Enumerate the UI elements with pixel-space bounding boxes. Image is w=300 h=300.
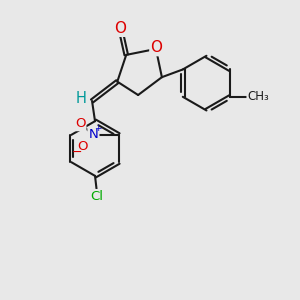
Text: N: N (88, 128, 98, 141)
Text: O: O (114, 21, 126, 36)
Text: −: − (71, 146, 82, 159)
Text: Cl: Cl (90, 190, 103, 203)
Text: H: H (75, 91, 86, 106)
Text: O: O (75, 117, 85, 130)
Text: O: O (151, 40, 163, 55)
Text: +: + (94, 124, 101, 134)
Text: CH₃: CH₃ (248, 90, 269, 103)
Text: O: O (77, 140, 87, 153)
